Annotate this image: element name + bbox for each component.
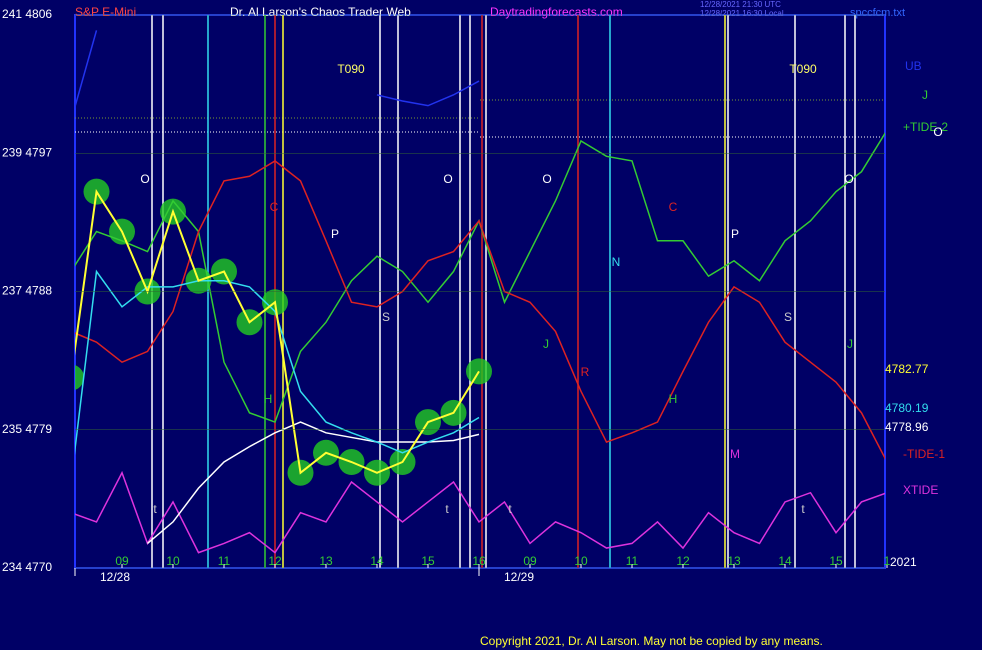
legend-label: +TIDE-2 <box>903 120 948 134</box>
year: 2021 <box>890 555 917 569</box>
annotation: C <box>669 200 678 214</box>
utc-time: 12/28/2021 21:30 UTC <box>700 0 781 9</box>
symbol: S&P E-Mini <box>75 5 136 19</box>
legend-label: -TIDE-1 <box>903 447 945 461</box>
annotation: M <box>730 447 740 461</box>
y-tick-label: 234 4770 <box>2 560 52 574</box>
annotation: J <box>922 88 928 102</box>
x-tick-label: 11 <box>218 554 231 568</box>
site-url: Daytradingforecasts.com <box>490 5 623 19</box>
legend-label: XTIDE <box>903 483 938 497</box>
legend-label: 4782.77 <box>885 362 929 376</box>
annotation: O <box>844 172 853 186</box>
annotation: O <box>443 172 452 186</box>
annotation: H <box>264 392 273 406</box>
price-glow <box>75 365 84 390</box>
annotation: O <box>140 172 149 186</box>
annotation: O <box>542 172 551 186</box>
annotation: t <box>445 502 449 516</box>
x-tick-label: 10 <box>574 554 588 568</box>
annotation: C <box>270 200 279 214</box>
series-line <box>75 160 885 460</box>
date-label: 12/28 <box>100 570 130 584</box>
x-tick-label: 12 <box>676 554 690 568</box>
copyright: Copyright 2021, Dr. Al Larson. May not b… <box>480 634 823 648</box>
date-label: 12/29 <box>504 570 534 584</box>
x-tick-label: 15 <box>829 554 843 568</box>
x-tick-label: 12 <box>268 554 282 568</box>
annotation: T090 <box>789 62 817 76</box>
legend-label: 4780.19 <box>885 401 929 415</box>
annotation: P <box>731 227 739 241</box>
x-tick-label: 10 <box>166 554 180 568</box>
file-name: spccfcm.txt <box>850 7 905 19</box>
annotation: P <box>331 227 339 241</box>
annotation: O <box>933 125 942 139</box>
local-time: 12/28/2021 16:30 Local <box>700 9 784 18</box>
annotation: R <box>581 365 590 379</box>
x-tick-label: 1 <box>884 554 891 568</box>
annotation: T090 <box>337 62 365 76</box>
x-tick-label: 14 <box>778 554 792 568</box>
site-title: Dr. Al Larson's Chaos Trader Web <box>230 5 411 19</box>
y-tick-label: 241 4806 <box>2 7 52 21</box>
x-tick-label: 09 <box>115 554 129 568</box>
x-tick-label: 13 <box>319 554 333 568</box>
x-tick-label: 16 <box>472 554 486 568</box>
series-line <box>75 30 480 110</box>
annotation: t <box>153 502 157 516</box>
annotation: t <box>801 502 805 516</box>
series-line <box>147 421 480 544</box>
x-tick-label: 09 <box>523 554 537 568</box>
annotation: N <box>612 255 621 269</box>
x-tick-label: 15 <box>421 554 435 568</box>
y-tick-label: 237 4788 <box>2 284 52 298</box>
annotation: J <box>847 337 853 351</box>
series-line <box>75 188 480 475</box>
series-line <box>75 470 885 554</box>
y-tick-label: 235 4779 <box>2 422 52 436</box>
annotation: J <box>543 337 549 351</box>
annotation: H <box>669 392 678 406</box>
annotation: S <box>784 310 792 324</box>
x-tick-label: 11 <box>626 554 639 568</box>
legend-label: UB <box>905 59 922 73</box>
annotation: S <box>382 310 390 324</box>
y-tick-label: 239 4797 <box>2 145 52 159</box>
x-tick-label: 14 <box>370 554 384 568</box>
x-tick-label: 13 <box>727 554 741 568</box>
annotation: t <box>508 502 512 516</box>
legend-label: 4778.96 <box>885 420 929 434</box>
